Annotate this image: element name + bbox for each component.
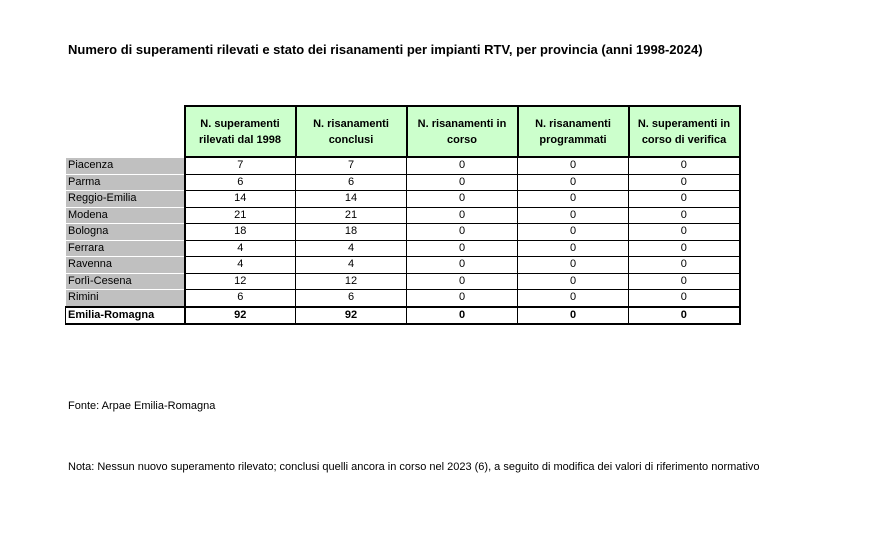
row: Ravenna 4 4 0 0 0 [65,256,741,274]
cell: 0 [517,289,629,307]
column-header: N. risanamenti conclusi [294,105,408,158]
cell: 0 [517,174,629,191]
cell: 7 [295,157,407,175]
cell: 6 [295,174,407,191]
row: Modena 21 21 0 0 0 [65,206,741,224]
row: Ferrara 4 4 0 0 0 [65,239,741,257]
column-header: N. superamenti rilevati dal 1998 [183,105,297,158]
row-label: Ravenna [65,256,186,274]
cell: 12 [184,273,296,290]
corner [65,106,186,157]
cell: 6 [295,289,407,307]
row-label: Reggio-Emilia [65,190,186,208]
cell: 0 [517,207,629,224]
cell: 18 [295,223,407,241]
data-table: N. superamenti rilevati dal 1998 N. risan… [65,105,741,325]
cell: 0 [628,157,741,175]
cell: 0 [517,240,629,257]
cell: 21 [184,207,296,224]
cell: 0 [406,289,518,307]
column-header: N. risanamenti in corso [405,105,519,158]
cell: 6 [184,174,296,191]
cell: 0 [406,190,518,208]
cell: 0 [628,289,741,307]
column-header: N. risanamenti programmati [516,105,630,158]
row-label: Piacenza [65,156,186,175]
cell: 92 [295,305,407,325]
cell: 0 [517,157,629,175]
cell: 0 [406,240,518,257]
cell: 0 [406,207,518,224]
title: Numero di superamenti rilevati e stato d… [68,42,703,57]
cell: 0 [517,273,629,290]
cell: 0 [628,256,741,274]
cell: 7 [184,157,296,175]
cell: 0 [517,223,629,241]
cell: 0 [406,174,518,191]
row: Rimini 6 6 0 0 0 [65,289,741,307]
cell: 0 [406,305,518,325]
column-header: N. superamenti in corso di verifica [627,105,741,158]
row-label: Forlì-Cesena [65,272,186,290]
row: Piacenza 7 7 0 0 0 [65,156,741,175]
cell: 4 [184,240,296,257]
cell: 0 [628,273,741,290]
cell: 92 [184,305,296,325]
cell: 12 [295,273,407,290]
cell: 0 [517,256,629,274]
row-label: Emilia-Romagna [65,305,186,325]
cell: 0 [517,190,629,208]
cell: 6 [184,289,296,307]
row-label: Bologna [65,223,186,241]
cell: 0 [406,256,518,274]
cell: 0 [406,273,518,290]
cell: 0 [628,207,741,224]
cell: 0 [406,223,518,241]
cell: 0 [628,305,741,325]
row: Parma 6 6 0 0 0 [65,173,741,191]
row: Reggio-Emilia 14 14 0 0 0 [65,190,741,208]
note: Nota: Nessun nuovo superamento rilevato;… [68,461,760,473]
row-label: Modena [65,206,186,224]
total-row: Emilia-Romagna 92 92 0 0 0 [65,305,741,325]
source: Fonte: Arpae Emilia-Romagna [68,400,216,412]
cell: 0 [628,240,741,257]
cell: 18 [184,223,296,241]
cell: 4 [295,256,407,274]
cell: 0 [628,174,741,191]
row-label: Parma [65,173,186,191]
header-row: N. superamenti rilevati dal 1998 N. risan… [65,105,741,158]
row-label: Ferrara [65,239,186,257]
cell: 0 [406,157,518,175]
cell: 14 [184,190,296,208]
cell: 14 [295,190,407,208]
row: Bologna 18 18 0 0 0 [65,223,741,241]
cell: 0 [517,305,629,325]
row: Forlì-Cesena 12 12 0 0 0 [65,272,741,290]
row-label: Rimini [65,289,186,307]
cell: 4 [184,256,296,274]
cell: 0 [628,190,741,208]
table-body: Piacenza 7 7 0 0 0 Parma 6 6 0 0 0 Reggio-Emilia 14 14… [65,156,741,325]
cell: 0 [628,223,741,241]
cell: 4 [295,240,407,257]
cell: 21 [295,207,407,224]
